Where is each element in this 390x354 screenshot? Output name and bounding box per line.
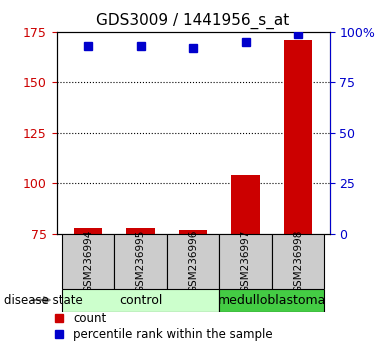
Text: GSM236994: GSM236994 <box>83 229 93 293</box>
Bar <box>126 228 155 234</box>
Bar <box>231 175 260 234</box>
Bar <box>62 234 114 289</box>
Bar <box>284 40 312 234</box>
Text: GSM236998: GSM236998 <box>293 229 303 293</box>
Title: GDS3009 / 1441956_s_at: GDS3009 / 1441956_s_at <box>96 13 290 29</box>
Bar <box>219 289 324 312</box>
Bar <box>219 234 272 289</box>
Bar <box>62 289 219 312</box>
Text: GSM236997: GSM236997 <box>241 229 250 293</box>
Text: disease state: disease state <box>4 293 83 307</box>
Bar <box>74 228 103 234</box>
Text: count: count <box>73 312 106 325</box>
Bar <box>179 230 207 234</box>
Text: GSM236995: GSM236995 <box>136 229 145 293</box>
Text: control: control <box>119 293 162 307</box>
Bar <box>272 234 324 289</box>
Text: GSM236996: GSM236996 <box>188 229 198 293</box>
Bar <box>114 234 167 289</box>
Text: medulloblastoma: medulloblastoma <box>218 293 326 307</box>
Bar <box>167 234 219 289</box>
Text: percentile rank within the sample: percentile rank within the sample <box>73 328 273 341</box>
